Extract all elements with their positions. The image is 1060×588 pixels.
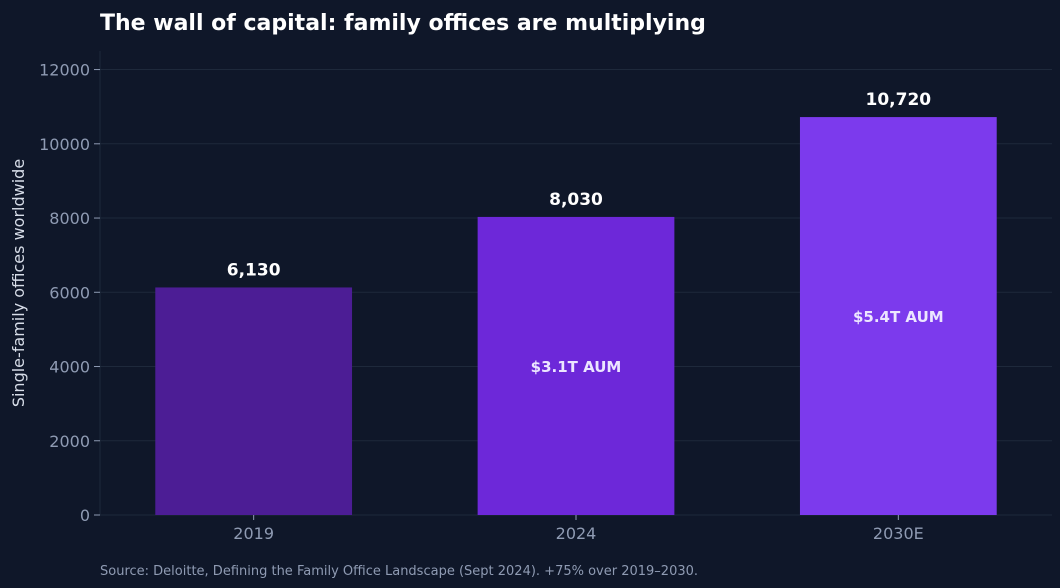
x-tick-label: 2030E xyxy=(873,524,924,543)
y-tick-label: 10000 xyxy=(39,135,90,154)
y-axis-label: Single-family offices worldwide xyxy=(9,159,28,407)
y-tick-label: 4000 xyxy=(49,358,90,377)
bars xyxy=(155,117,997,516)
bar-value-label: 10,720 xyxy=(866,90,932,110)
y-tick-label: 12000 xyxy=(39,61,90,80)
x-tick-label: 2019 xyxy=(233,524,274,543)
x-tick-label: 2024 xyxy=(556,524,597,543)
y-tick-label: 0 xyxy=(80,506,90,525)
bar-2024 xyxy=(477,216,675,516)
bar-2019 xyxy=(155,287,353,515)
bar-value-label: 6,130 xyxy=(227,260,281,280)
y-tick-label: 8000 xyxy=(49,209,90,228)
y-axis-ticks: 0 2000 4000 6000 8000 10000 12000 xyxy=(39,61,100,525)
bar-aum-label: $5.4T AUM xyxy=(853,308,944,326)
bar-value-label: 8,030 xyxy=(549,190,603,210)
chart-title: The wall of capital: family offices are … xyxy=(100,11,706,36)
bar-labels: 6,130 8,030 $3.1T AUM 10,720 $5.4T AUM xyxy=(227,90,944,376)
bar-aum-label: $3.1T AUM xyxy=(531,358,622,376)
y-tick-label: 2000 xyxy=(49,432,90,451)
bar-2030E xyxy=(799,117,997,515)
x-axis-ticks: 2019 2024 2030E xyxy=(233,515,924,543)
y-tick-label: 6000 xyxy=(49,283,90,302)
source-note: Source: Deloitte, Defining the Family Of… xyxy=(100,564,698,579)
